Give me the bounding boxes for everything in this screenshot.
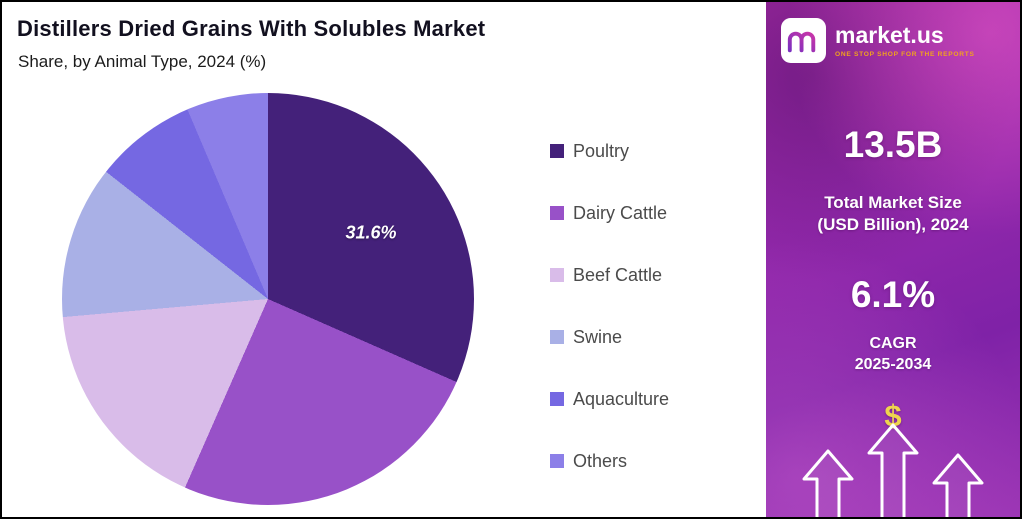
legend-swatch bbox=[550, 330, 564, 344]
market-size-label-line1: Total Market Size bbox=[824, 193, 962, 212]
chart-subtitle: Share, by Animal Type, 2024 (%) bbox=[18, 52, 267, 71]
market-size-label: Total Market Size (USD Billion), 2024 bbox=[766, 192, 1020, 236]
brand-logo-icon bbox=[781, 18, 826, 63]
legend-swatch bbox=[550, 268, 564, 282]
page-title: Distillers Dried Grains With Solubles Ma… bbox=[17, 16, 486, 41]
cagr-label-line1: CAGR bbox=[869, 335, 917, 352]
brand-panel: market.us ONE STOP SHOP FOR THE REPORTS … bbox=[766, 2, 1020, 517]
legend-item: Beef Cattle bbox=[550, 244, 669, 306]
legend-item: Swine bbox=[550, 306, 669, 368]
dollar-icon: $ bbox=[884, 398, 902, 433]
legend-label: Beef Cattle bbox=[573, 264, 663, 285]
up-arrow-icon bbox=[802, 449, 854, 517]
legend-swatch bbox=[550, 454, 564, 468]
legend-item: Dairy Cattle bbox=[550, 182, 669, 244]
growth-arrows-icon bbox=[802, 423, 984, 517]
legend-item: Others bbox=[550, 430, 669, 492]
legend-label: Others bbox=[573, 450, 628, 471]
legend-label: Aquaculture bbox=[573, 388, 670, 409]
legend-swatch bbox=[550, 206, 564, 220]
cagr-label-line2: 2025-2034 bbox=[854, 355, 932, 373]
market-size-label-line2: (USD Billion), 2024 bbox=[817, 215, 969, 235]
legend-swatch bbox=[550, 392, 564, 406]
legend-item: Aquaculture bbox=[550, 368, 669, 430]
cagr-label: CAGR 2025-2034 bbox=[766, 334, 1020, 376]
up-arrow-icon bbox=[932, 453, 984, 517]
brand-text: market.us ONE STOP SHOP FOR THE REPORTS bbox=[835, 23, 975, 57]
brand-tagline: ONE STOP SHOP FOR THE REPORTS bbox=[835, 50, 975, 58]
market-size-value: 13.5B bbox=[843, 124, 943, 165]
pie-chart: 31.6% bbox=[62, 93, 474, 505]
legend: Poultry Dairy Cattle Beef Cattle Swine Aquac… bbox=[550, 120, 669, 492]
brand-name: market.us bbox=[835, 22, 944, 49]
brand: market.us ONE STOP SHOP FOR THE REPORTS bbox=[781, 18, 975, 63]
legend-item: Poultry bbox=[550, 120, 669, 182]
legend-label: Dairy Cattle bbox=[573, 202, 668, 223]
up-arrow-icon bbox=[867, 423, 919, 517]
legend-label: Poultry bbox=[573, 140, 630, 161]
legend-label: Swine bbox=[573, 326, 623, 347]
cagr-value: 6.1% bbox=[850, 274, 936, 315]
chart-section: Distillers Dried Grains With Solubles Ma… bbox=[2, 2, 766, 517]
legend-swatch bbox=[550, 144, 564, 158]
slice-label: 31.6% bbox=[345, 222, 397, 243]
